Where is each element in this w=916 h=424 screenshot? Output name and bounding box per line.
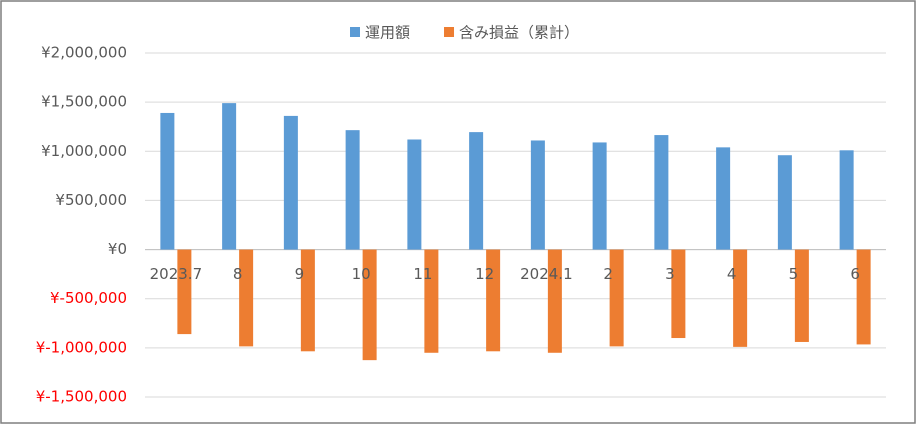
bar <box>469 132 484 250</box>
legend-label: 含み損益（累計） <box>459 24 579 42</box>
bar <box>777 155 792 250</box>
y-tick-label: ¥1,500,000 <box>41 93 127 111</box>
x-tick-label: 2023.7 <box>150 265 203 283</box>
x-tick-label: 2024.1 <box>520 265 573 283</box>
bar <box>407 139 422 250</box>
y-tick-label: ¥2,000,000 <box>41 44 127 62</box>
x-tick-label: 5 <box>789 265 799 283</box>
bar <box>283 115 298 250</box>
bar <box>839 150 854 250</box>
x-tick-label: 9 <box>295 265 305 283</box>
bar <box>609 249 624 347</box>
x-tick-label: 6 <box>850 265 860 283</box>
bar <box>362 249 377 361</box>
x-tick-label: 10 <box>352 265 371 283</box>
bar <box>530 140 545 250</box>
x-tick-label: 2 <box>603 265 613 283</box>
bar <box>733 249 748 347</box>
y-tick-label: ¥1,000,000 <box>41 142 127 160</box>
bar <box>239 249 254 347</box>
bar <box>671 249 686 339</box>
bar <box>716 147 731 250</box>
y-tick-label: ¥0 <box>108 240 127 258</box>
bar <box>222 103 237 250</box>
legend-swatch <box>444 27 455 37</box>
y-tick-label: ¥-1,500,000 <box>36 388 127 406</box>
bar <box>177 249 192 335</box>
bar <box>592 142 607 250</box>
x-tick-label: 4 <box>727 265 737 283</box>
x-tick-label: 3 <box>665 265 675 283</box>
bar <box>160 112 175 250</box>
x-tick-label: 12 <box>475 265 494 283</box>
bar <box>424 249 439 353</box>
bar <box>654 135 669 250</box>
x-tick-label: 8 <box>233 265 243 283</box>
bar <box>794 249 809 342</box>
bar <box>486 249 501 352</box>
bar <box>856 249 871 345</box>
legend-swatch <box>350 27 360 37</box>
y-tick-label: ¥-500,000 <box>50 289 127 307</box>
legend-label: 運用額 <box>365 24 410 42</box>
bar <box>547 249 562 353</box>
bar <box>300 249 315 352</box>
y-tick-label: ¥-1,000,000 <box>36 338 127 356</box>
bar <box>345 130 360 250</box>
x-tick-label: 11 <box>413 265 432 283</box>
y-tick-label: ¥500,000 <box>55 191 127 209</box>
